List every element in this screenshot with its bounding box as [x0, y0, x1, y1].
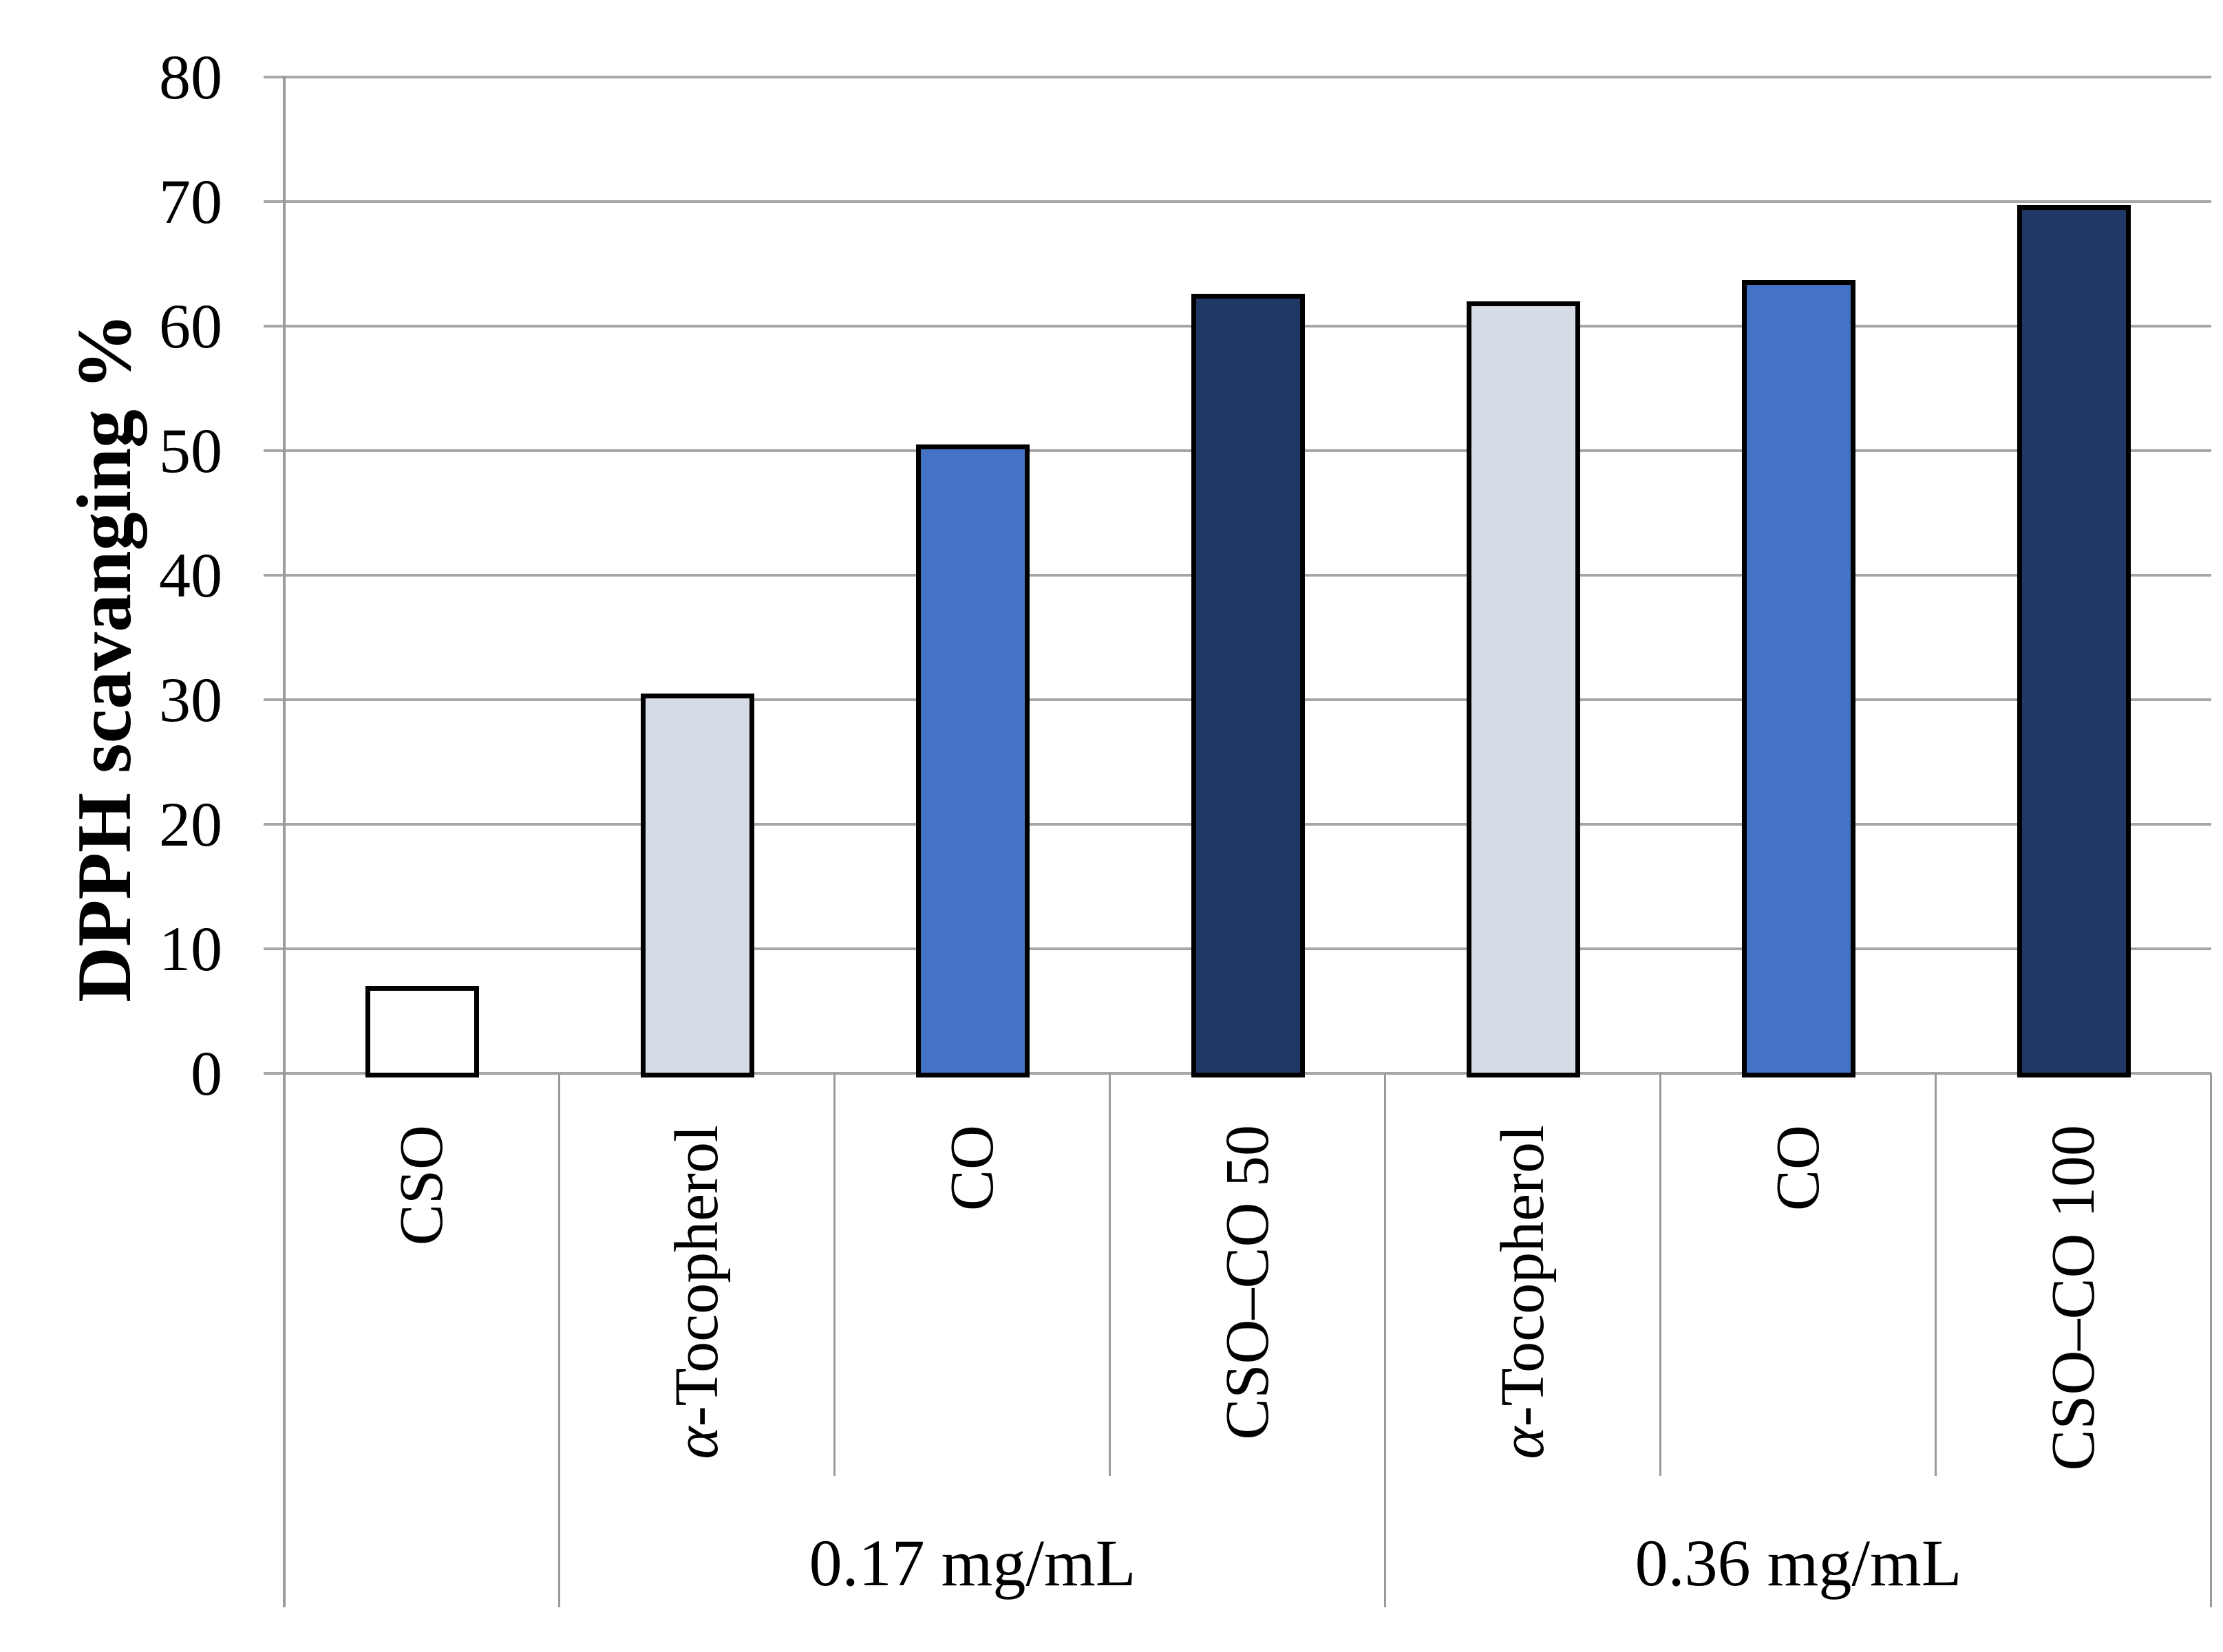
y-tick-label: 80: [159, 42, 222, 112]
bar: [916, 444, 1030, 1077]
category-label: α-Tocopherol: [1489, 1125, 1557, 1459]
category-divider: [833, 1073, 836, 1476]
category-label: CSO: [387, 1125, 456, 1246]
group-divider: [1384, 1073, 1386, 1607]
alpha-symbol: α: [663, 1426, 731, 1459]
category-divider: [1659, 1073, 1661, 1476]
alpha-symbol: α: [1489, 1426, 1557, 1459]
bar: [1467, 301, 1580, 1077]
category-label: CSO–CO 50: [1213, 1125, 1281, 1440]
group-divider: [2210, 1073, 2212, 1607]
y-tick-label: 20: [159, 789, 222, 859]
group-label: 0.17 mg/mL: [809, 1526, 1136, 1600]
category-divider: [1935, 1073, 1937, 1476]
y-tick-label: 0: [191, 1038, 222, 1108]
category-label: α-Tocopherol: [663, 1125, 731, 1459]
y-tick-label: 10: [159, 914, 222, 984]
category-label: CSO–CO 100: [2039, 1125, 2107, 1471]
category-divider: [1109, 1073, 1111, 1476]
y-tick-label: 50: [159, 416, 222, 486]
y-tick-label: 40: [159, 540, 222, 610]
bar: [1191, 294, 1305, 1077]
y-tick-label: 60: [159, 291, 222, 361]
group-label: 0.36 mg/mL: [1635, 1526, 1962, 1600]
bar: [365, 986, 479, 1077]
y-tick-label: 30: [159, 665, 222, 735]
bar: [1742, 280, 1855, 1077]
group-divider: [558, 1073, 560, 1607]
bar: [641, 694, 754, 1077]
gridline: [264, 200, 2211, 203]
category-label: CO: [1764, 1125, 1832, 1212]
y-axis-line: [283, 76, 286, 1607]
y-tick-label: 70: [159, 167, 222, 237]
gridline: [264, 76, 2211, 78]
bar: [2017, 205, 2131, 1077]
category-label: CO: [938, 1125, 1006, 1212]
